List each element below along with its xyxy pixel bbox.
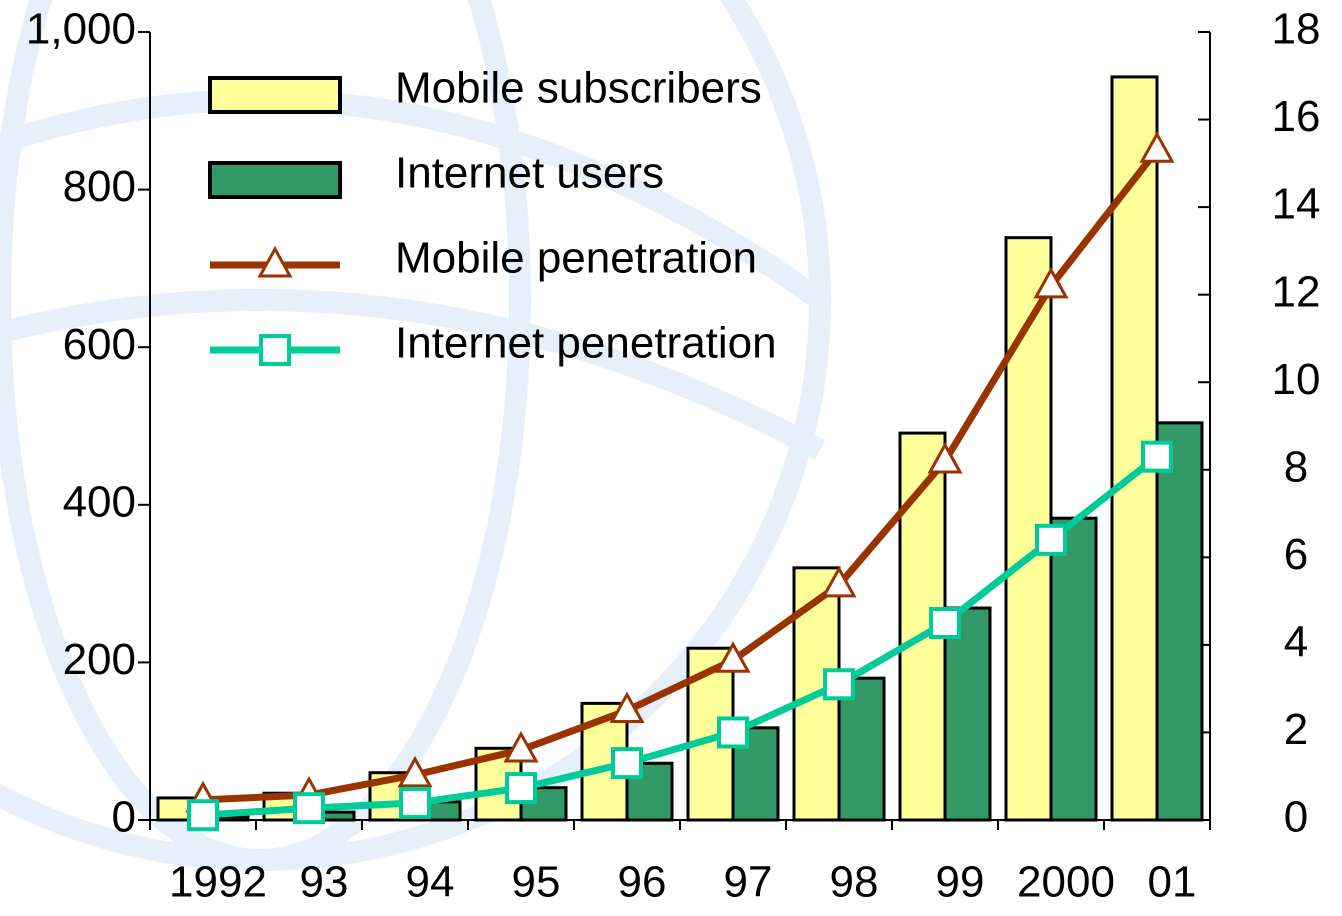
y2-tick-label: 8 <box>1284 442 1308 491</box>
y-tick-label: 800 <box>63 162 136 211</box>
y-tick-label: 1,000 <box>26 5 136 54</box>
bar <box>943 606 992 822</box>
x-tick-label: 98 <box>830 858 879 907</box>
bar <box>1049 516 1098 822</box>
marker <box>293 792 325 825</box>
y2-tick-label: 2 <box>1284 705 1308 754</box>
marker <box>609 691 645 724</box>
marker <box>929 607 961 639</box>
legend-swatch <box>208 161 342 199</box>
marker <box>1141 440 1173 473</box>
marker <box>1033 266 1069 299</box>
legend-label: Internet users <box>395 149 664 198</box>
legend-label: Internet penetration <box>395 319 777 368</box>
x-tick-label: 95 <box>512 858 561 907</box>
x-tick-label: 2000 <box>1017 858 1115 907</box>
y2-tick-label: 18 <box>1272 5 1321 54</box>
y-tick-label: 600 <box>63 320 136 369</box>
marker <box>505 772 537 805</box>
x-tick-label: 97 <box>724 858 773 907</box>
y2-tick-label: 10 <box>1272 355 1321 404</box>
legend-label: Mobile subscribers <box>395 64 762 113</box>
legend-marker <box>259 334 291 366</box>
y2-tick-label: 0 <box>1284 793 1308 842</box>
x-tick-label: 1992 <box>169 858 267 907</box>
x-tick-label: 96 <box>618 858 667 907</box>
x-tick-label: 93 <box>300 858 349 907</box>
y2-tick-label: 14 <box>1272 180 1321 229</box>
marker <box>717 716 749 749</box>
y2-tick-label: 6 <box>1284 530 1308 579</box>
marker <box>1139 131 1175 163</box>
marker <box>503 730 539 763</box>
marker <box>823 668 855 701</box>
y-tick-label: 200 <box>63 635 136 684</box>
y2-tick-label: 12 <box>1272 267 1321 316</box>
marker <box>821 565 857 598</box>
bar <box>837 676 886 822</box>
line <box>202 453 1160 819</box>
marker <box>399 786 431 819</box>
x-tick-label: 01 <box>1148 858 1197 907</box>
legend-swatch <box>208 76 342 114</box>
y-tick-label: 400 <box>63 477 136 526</box>
line <box>202 148 1160 804</box>
y2-tick-label: 4 <box>1284 618 1308 667</box>
x-tick-label: 94 <box>406 858 455 907</box>
legend-marker <box>257 245 293 278</box>
marker <box>927 441 963 474</box>
x-tick-label: 99 <box>936 858 985 907</box>
marker <box>187 799 219 832</box>
legend-label: Mobile penetration <box>395 234 757 283</box>
marker <box>1035 523 1067 556</box>
marker <box>397 755 433 788</box>
marker <box>715 641 751 673</box>
bar <box>1155 421 1204 822</box>
y-tick-label: 0 <box>112 793 136 842</box>
marker <box>611 747 643 780</box>
y2-tick-label: 16 <box>1272 92 1321 141</box>
